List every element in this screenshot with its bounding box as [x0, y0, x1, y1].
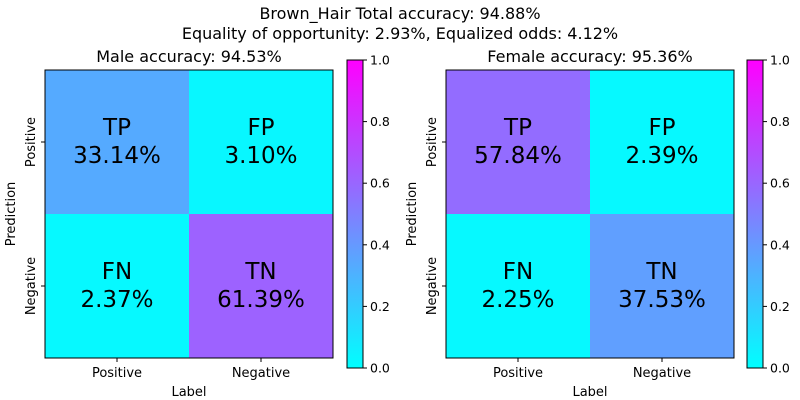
colorbar: 0.0 0.2 0.4 0.6 0.8 1.0 — [346, 53, 390, 376]
heatmap-frame — [44, 69, 334, 359]
y-tick-label-negative: Negative — [24, 257, 39, 315]
x-axis-label: Label — [572, 385, 607, 400]
colorbar-tick-label: 1.0 — [770, 53, 790, 68]
colorbar-gradient — [746, 59, 764, 369]
x-axis-label: Label — [171, 385, 206, 400]
colorbar-tick-label: 0.2 — [770, 299, 790, 314]
y-tick-label-positive: Positive — [24, 117, 39, 167]
panel-title: Male accuracy: 94.53% — [96, 47, 282, 66]
colorbar-tick-label: 0.4 — [770, 237, 790, 252]
x-tick-label-negative: Negative — [232, 366, 290, 381]
heatmap-cell-fp — [189, 70, 333, 214]
colorbar-tick-label: 0.6 — [370, 176, 390, 191]
cell-value-fp: 2.39% — [625, 143, 698, 169]
heatmap-cell-tp — [446, 70, 590, 214]
cell-value-fn: 2.25% — [481, 287, 554, 313]
figure-title-line2: Equality of opportunity: 2.93%, Equalize… — [182, 24, 618, 43]
cell-value-tn: 37.53% — [618, 287, 706, 313]
colorbar-tick-label: 0.0 — [770, 361, 790, 376]
figure-title-line1: Brown_Hair Total accuracy: 94.88% — [259, 4, 540, 24]
colorbar-tick-label: 0.0 — [370, 361, 390, 376]
heatmap-cell-fn — [446, 214, 590, 358]
y-tick-label-negative: Negative — [425, 257, 440, 315]
cell-value-fp: 3.10% — [224, 143, 297, 169]
cell-label-fn: FN — [503, 259, 533, 285]
colorbar-tick-label: 0.4 — [370, 237, 390, 252]
cell-label-fp: FP — [247, 115, 274, 141]
colorbar: 0.0 0.2 0.4 0.6 0.8 1.0 — [746, 53, 790, 376]
cell-label-tp: TP — [503, 115, 532, 141]
colorbar-tick-label: 1.0 — [370, 53, 390, 68]
x-tick-label-negative: Negative — [633, 366, 691, 381]
heatmap-cell-tp — [45, 70, 189, 214]
colorbar-tick-label: 0.6 — [770, 176, 790, 191]
heatmap-frame — [445, 69, 735, 359]
cell-value-tp: 57.84% — [474, 143, 562, 169]
x-tick-label-positive: Positive — [493, 366, 543, 381]
y-axis-label: Prediction — [4, 182, 19, 247]
y-axis-label: Prediction — [405, 182, 420, 247]
heatmap-cell-fp — [590, 70, 734, 214]
colorbar-tick-label: 0.8 — [370, 114, 390, 129]
cell-label-tn: TN — [244, 259, 276, 285]
colorbar-gradient — [346, 59, 364, 369]
heatmap-cell-tn — [189, 214, 333, 358]
colorbar-tick-label: 0.8 — [770, 114, 790, 129]
cell-value-tn: 61.39% — [217, 287, 305, 313]
panel-title: Female accuracy: 95.36% — [487, 47, 692, 66]
colorbar-tick-label: 0.2 — [370, 299, 390, 314]
cell-value-tp: 33.14% — [73, 143, 161, 169]
x-tick-label-positive: Positive — [92, 366, 142, 381]
heatmap-cell-tn — [590, 214, 734, 358]
cell-label-tn: TN — [645, 259, 677, 285]
heatmap-cell-fn — [45, 214, 189, 358]
cell-label-tp: TP — [102, 115, 131, 141]
cell-label-fn: FN — [102, 259, 132, 285]
cell-label-fp: FP — [648, 115, 675, 141]
cell-value-fn: 2.37% — [80, 287, 153, 313]
y-tick-label-positive: Positive — [425, 117, 440, 167]
